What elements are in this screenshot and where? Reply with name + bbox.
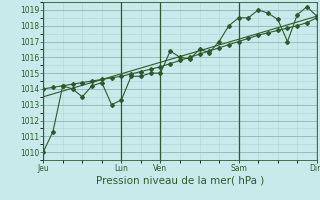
- X-axis label: Pression niveau de la mer( hPa ): Pression niveau de la mer( hPa ): [96, 176, 264, 186]
